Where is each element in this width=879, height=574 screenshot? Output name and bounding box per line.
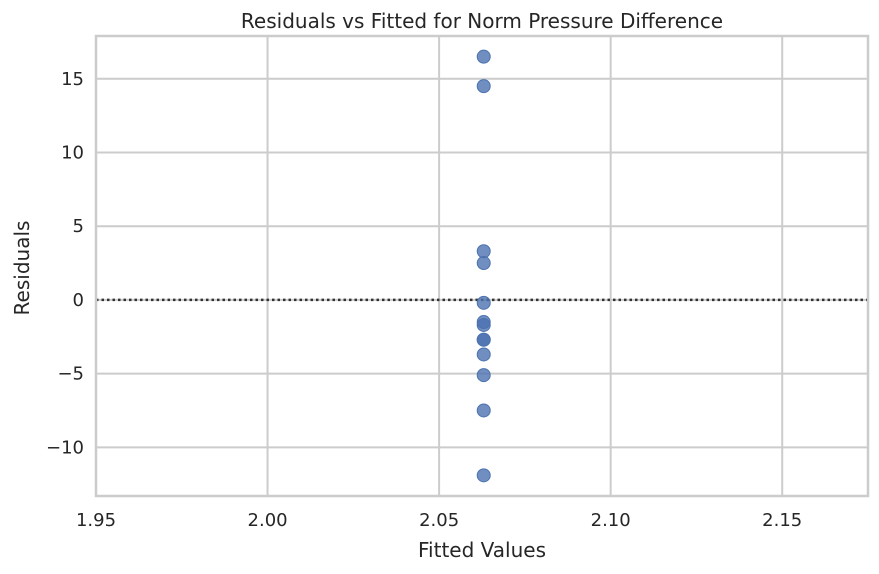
scatter-point	[476, 256, 491, 271]
x-axis-label: Fitted Values	[418, 538, 546, 562]
y-tick-label: −10	[46, 437, 84, 458]
scatter-point	[476, 317, 491, 332]
y-tick-label: 10	[61, 142, 84, 163]
x-tick-label: 2.10	[591, 510, 631, 531]
scatter-point	[476, 49, 491, 64]
x-tick-labels: 1.95 2.00 2.05 2.10 2.15	[76, 510, 802, 531]
scatter-point	[476, 244, 491, 259]
y-tick-label: 5	[73, 216, 84, 237]
x-tick-label: 1.95	[76, 510, 116, 531]
plot-frame	[94, 34, 870, 498]
scatter-point	[476, 295, 491, 310]
scatter-point	[476, 468, 491, 483]
scatter-points	[476, 49, 491, 483]
scatter-point	[476, 403, 491, 418]
y-tick-label: 15	[61, 69, 84, 90]
scatter-point	[476, 368, 491, 383]
scatter-point	[476, 332, 491, 347]
y-tick-labels: −10 −5 0 5 10 15	[46, 69, 84, 459]
chart-title: Residuals vs Fitted for Norm Pressure Di…	[241, 9, 723, 33]
x-tick-label: 2.05	[419, 510, 459, 531]
y-tick-label: −5	[57, 364, 84, 385]
x-tick-label: 2.00	[248, 510, 288, 531]
y-axis-label: Residuals	[10, 221, 34, 316]
x-tick-label: 2.15	[762, 510, 802, 531]
y-tick-label: 0	[73, 290, 84, 311]
scatter-point	[476, 347, 491, 362]
scatter-point	[476, 79, 491, 94]
